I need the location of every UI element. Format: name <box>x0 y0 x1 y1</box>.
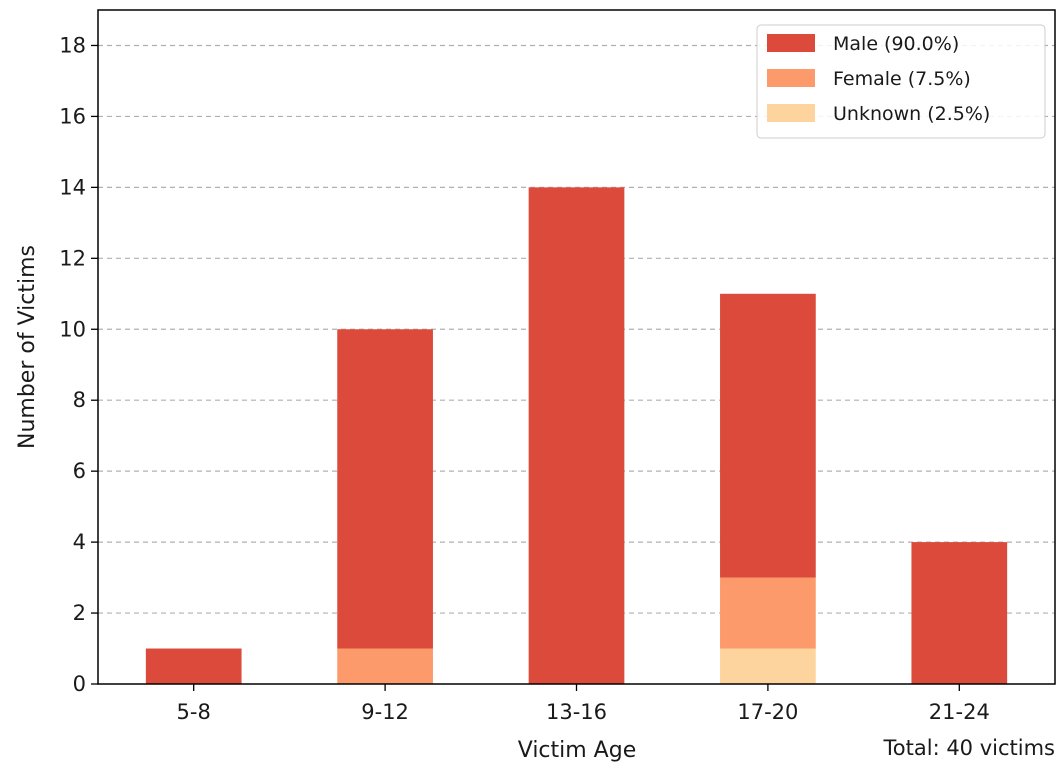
y-axis-ticks: 0 2 4 6 8 10 12 14 16 18 <box>59 33 98 696</box>
bar-segment <box>145 648 242 684</box>
y-tick-label: 2 <box>73 601 86 625</box>
y-tick-label: 8 <box>73 388 86 412</box>
bar-segment <box>720 577 816 649</box>
legend-label: Male (90.0%) <box>833 33 959 55</box>
x-tick-label: 17-20 <box>737 700 798 724</box>
legend-swatch <box>767 104 815 122</box>
legend-swatch <box>767 69 815 87</box>
bars <box>145 187 1008 685</box>
total-annotation: Total: 40 victims <box>883 736 1055 760</box>
legend-label: Unknown (2.5%) <box>833 103 990 125</box>
bar-segment <box>337 329 433 649</box>
x-tick-label: 5-8 <box>177 700 211 724</box>
x-axis-ticks: 5-8 9-12 13-16 17-20 21-24 <box>177 684 990 724</box>
legend-label: Female (7.5%) <box>833 68 971 90</box>
legend-frame <box>756 24 1046 139</box>
legend-swatch <box>767 34 815 52</box>
y-tick-label: 14 <box>59 175 86 199</box>
x-tick-label: 21-24 <box>929 700 990 724</box>
x-axis-label: Victim Age <box>518 738 637 763</box>
bar-segment <box>720 293 816 578</box>
y-tick-label: 10 <box>59 317 86 341</box>
y-tick-label: 4 <box>73 530 86 554</box>
y-axis-label: Number of Victims <box>15 245 40 449</box>
x-tick-label: 13-16 <box>546 700 607 724</box>
y-tick-label: 0 <box>73 672 86 696</box>
bar-segment <box>337 648 433 684</box>
bar-segment <box>720 648 816 684</box>
bar-segment <box>911 542 1008 684</box>
legend: Male (90.0%) Female (7.5%) Unknown (2.5%) <box>756 24 1046 139</box>
bar-segment <box>528 187 625 685</box>
x-tick-label: 9-12 <box>361 700 409 724</box>
y-tick-label: 6 <box>73 459 86 483</box>
y-tick-label: 18 <box>59 33 86 57</box>
y-tick-label: 16 <box>59 104 86 128</box>
y-tick-label: 12 <box>59 246 86 270</box>
